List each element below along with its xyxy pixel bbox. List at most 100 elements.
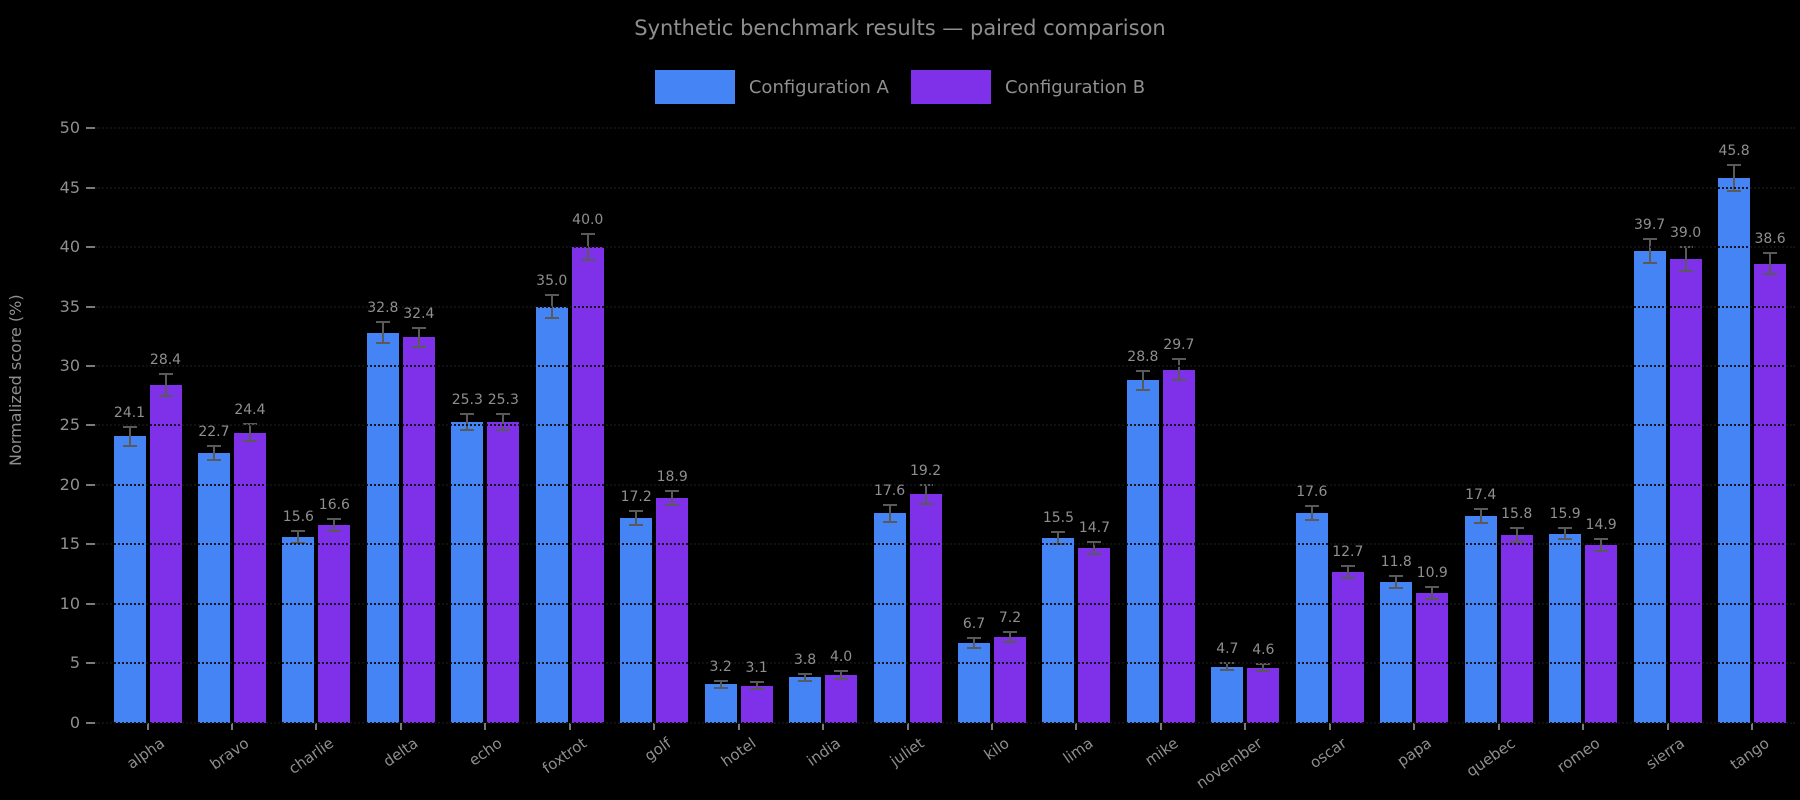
y-tick-mark (86, 186, 95, 189)
error-bar-cap (1003, 640, 1017, 643)
error-bar-cap (206, 458, 221, 461)
error-bar (840, 671, 843, 679)
bar-value-label: 17.2 (620, 488, 652, 505)
error-bar-cap (544, 293, 559, 296)
error-bar-cap (1473, 521, 1488, 524)
error-bar (1431, 587, 1434, 599)
y-tick-mark (86, 246, 95, 249)
x-tick-label: quebec (1463, 734, 1520, 781)
error-bar (755, 682, 758, 690)
gridline (95, 246, 1795, 249)
x-tick-label: sierra (1642, 734, 1688, 774)
bar-value-label: 11.8 (1380, 554, 1412, 571)
error-bar (333, 519, 336, 532)
y-tick-label: 40 (59, 237, 80, 257)
error-bar-cap (1558, 538, 1573, 541)
bar-value-label: 25.3 (487, 391, 519, 408)
bar-value-label: 32.4 (403, 305, 435, 322)
bar-value-label: 40.0 (572, 212, 604, 229)
error-bar-cap (1003, 631, 1017, 634)
y-tick-label: 35 (59, 296, 80, 316)
legend-label-config-a: Configuration A (748, 76, 889, 98)
x-tick-label: echo (465, 734, 506, 770)
bar-config-a (620, 518, 653, 724)
error-bar-cap (1135, 369, 1150, 372)
x-tick-mark (568, 723, 571, 730)
x-tick-label: golf (641, 734, 675, 765)
bar-value-label: 7.2 (998, 610, 1022, 627)
bar-value-label: 15.5 (1042, 510, 1075, 527)
x-tick-label: bravo (206, 734, 253, 774)
error-bar-cap (580, 259, 595, 262)
bar-value-label: 24.4 (234, 402, 266, 419)
bar-config-a (1380, 582, 1413, 724)
error-bar (888, 505, 891, 522)
error-bar-cap (1727, 190, 1742, 193)
error-bar-cap (375, 342, 390, 345)
x-tick-label: mike (1141, 734, 1182, 770)
y-tick-label: 20 (59, 474, 80, 494)
x-tick-mark (737, 723, 740, 730)
error-bar-cap (1425, 586, 1440, 589)
bar-value-label: 29.7 (1163, 336, 1195, 353)
error-bar-cap (1051, 531, 1066, 534)
bar-config-b (1585, 545, 1618, 724)
bar-value-label: 4.7 (1216, 641, 1239, 658)
bar-value-label: 17.6 (873, 483, 906, 500)
error-bar-cap (1171, 379, 1186, 382)
x-tick-mark (1751, 723, 1754, 730)
bar-config-a (1549, 533, 1582, 724)
error-bar-cap (544, 317, 559, 320)
error-bar-cap (713, 687, 728, 690)
error-bar-cap (1087, 540, 1102, 543)
chart-title: Synthetic benchmark results — paired com… (634, 16, 1166, 40)
error-bar-cap (882, 504, 897, 507)
y-tick-label: 5 (69, 653, 80, 673)
x-tick-mark (1497, 723, 1500, 730)
error-bar-cap (580, 233, 595, 236)
error-bar-cap (327, 518, 342, 521)
error-bar-cap (798, 672, 813, 675)
bar-config-b (1247, 667, 1280, 724)
error-bar-cap (1340, 564, 1355, 567)
bar-config-b (994, 636, 1026, 724)
error-bar-cap (1509, 540, 1524, 543)
bar-config-a (113, 436, 146, 724)
bar-value-label: 39.0 (1670, 225, 1702, 242)
error-bar-cap (496, 412, 511, 415)
bar-value-label: 35.0 (536, 272, 568, 289)
error-bar (1141, 370, 1144, 390)
bar-value-label: 39.7 (1634, 216, 1666, 233)
error-bar-cap (460, 429, 475, 432)
gridline (95, 721, 1795, 724)
error-bar (466, 413, 469, 431)
error-bar-cap (1425, 597, 1440, 600)
bar-config-a (1633, 250, 1666, 724)
legend-item-config-a: Configuration A (654, 70, 889, 104)
x-tick-label: tango (1726, 734, 1773, 774)
error-bar-cap (411, 326, 426, 329)
error-bar (381, 322, 384, 344)
error-bar (1009, 632, 1011, 642)
bar-value-label: 24.1 (113, 404, 146, 421)
x-tick-mark (315, 723, 318, 730)
legend-label-config-b: Configuration B (1004, 76, 1146, 98)
bar-value-label: 17.4 (1465, 486, 1497, 503)
bar-config-a (366, 332, 399, 724)
error-bar-cap (1594, 550, 1609, 553)
error-bar-cap (122, 444, 137, 447)
x-tick-mark (1075, 723, 1078, 730)
error-bar (1564, 527, 1567, 540)
error-bar-cap (834, 677, 849, 680)
error-bar-cap (1135, 388, 1150, 391)
bar-value-label: 32.8 (367, 300, 399, 316)
y-tick-mark (86, 305, 95, 308)
error-bar-cap (375, 321, 390, 323)
bar-value-label: 6.7 (962, 616, 986, 633)
bar-config-a (1042, 538, 1075, 724)
x-tick-mark (484, 723, 487, 730)
y-tick-mark (86, 483, 95, 486)
bar-value-label: 3.2 (709, 658, 732, 675)
x-tick-label: romeo (1553, 734, 1604, 777)
